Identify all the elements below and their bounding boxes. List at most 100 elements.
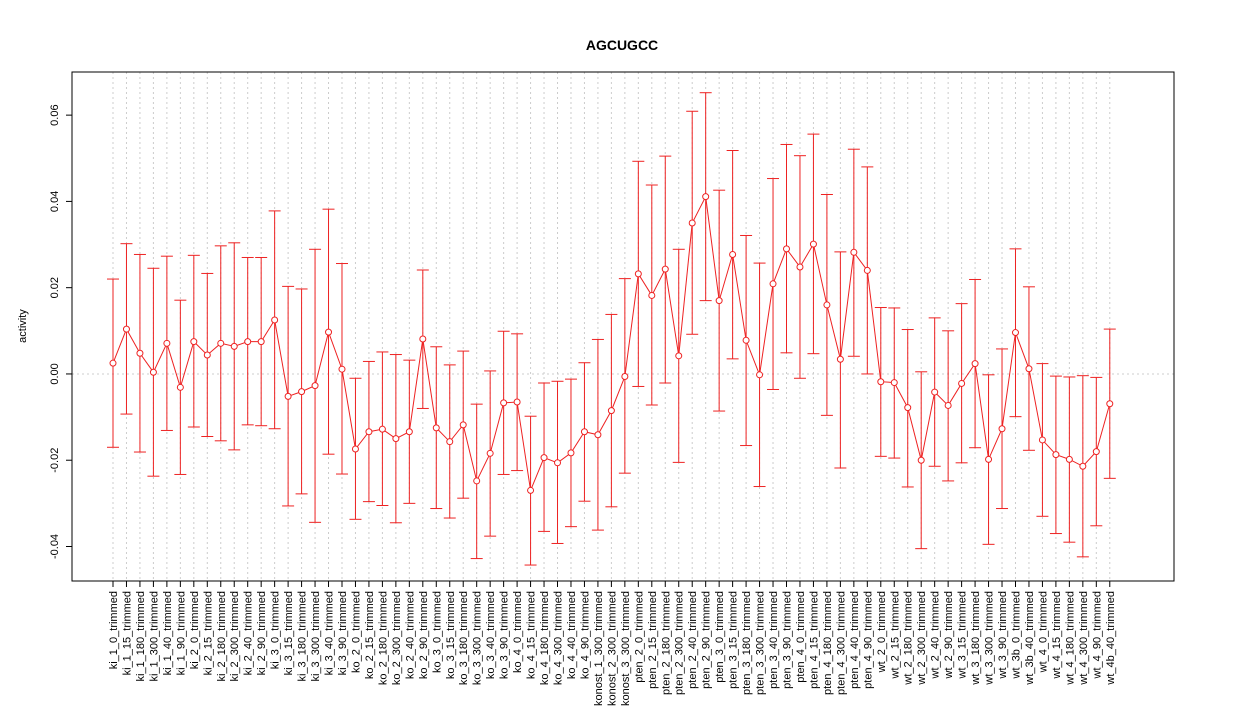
x-tick-label: ki_3_40_trimmed <box>324 591 336 675</box>
data-point <box>1106 400 1114 408</box>
x-tick-label: ko_3_180_trimmed <box>458 591 470 685</box>
data-point <box>351 445 359 453</box>
x-tick-label: wt_2_90_trimmed <box>943 591 955 679</box>
y-axis: -0.04 -0.02 0.00 0.02 0.04 0.06 <box>49 104 72 559</box>
plot-frame <box>71 71 1175 582</box>
data-point <box>998 425 1006 433</box>
data-point <box>809 240 817 248</box>
data-point <box>1052 451 1060 459</box>
x-tick-label: wt_3b_40_trimmed <box>1024 591 1036 686</box>
data-points <box>109 193 1114 494</box>
data-point <box>661 265 669 273</box>
data-point <box>594 431 602 439</box>
x-tick-label: pten_4_15_trimmed <box>808 591 820 689</box>
data-point <box>850 248 858 256</box>
data-point <box>904 404 912 412</box>
data-point <box>756 371 764 379</box>
x-tick-label: ko_4_40_trimmed <box>566 591 578 679</box>
data-point <box>419 335 427 343</box>
data-point <box>634 270 642 278</box>
x-tick-label: ko_2_180_trimmed <box>377 591 389 685</box>
data-point <box>446 438 454 446</box>
data-point <box>715 297 723 305</box>
data-point <box>244 338 252 346</box>
x-tick-label: wt_4_300_trimmed <box>1078 591 1090 686</box>
data-point <box>796 263 804 271</box>
x-tick-label: ki_1_90_trimmed <box>175 591 187 675</box>
x-tick-label: pten_3_180_trimmed <box>741 591 753 695</box>
x-tick-label: wt_2_0_trimmed <box>876 591 888 673</box>
data-point <box>432 424 440 432</box>
x-tick-label: ki_2_40_trimmed <box>243 591 255 675</box>
x-tick-label: pten_3_90_trimmed <box>782 591 794 689</box>
data-point <box>971 360 979 368</box>
data-point <box>958 379 966 387</box>
data-point <box>1011 329 1019 337</box>
data-point <box>405 428 413 436</box>
x-tick-label: ko_4_90_trimmed <box>579 591 591 679</box>
data-point <box>1025 365 1033 373</box>
x-tick-label: pten_4_180_trimmed <box>822 591 834 695</box>
x-tick-label: ki_3_300_trimmed <box>310 591 322 682</box>
x-axis: ki_1_0_trimmed ki_1_15_trimmed ki_1_180_tr… <box>108 581 1117 706</box>
data-point <box>836 355 844 363</box>
x-tick-label: wt_3_90_trimmed <box>997 591 1009 679</box>
data-point <box>1079 462 1087 470</box>
x-tick-label: pten_2_15_trimmed <box>647 591 659 689</box>
x-tick-label: ki_2_15_trimmed <box>202 591 214 675</box>
x-tick-label: wt_4_15_trimmed <box>1051 591 1063 679</box>
data-point <box>203 351 211 359</box>
x-tick-label: konost_1_300_trimmed <box>593 591 605 706</box>
data-point <box>513 398 521 406</box>
data-point <box>109 359 117 367</box>
data-point <box>742 336 750 344</box>
x-tick-label: wt_3_300_trimmed <box>984 591 996 686</box>
data-point <box>163 339 171 347</box>
x-tick-label: ko_3_90_trimmed <box>499 591 511 679</box>
x-tick-label: ki_1_15_trimmed <box>121 591 133 675</box>
data-point <box>365 428 373 436</box>
x-tick-label: pten_3_300_trimmed <box>755 591 767 695</box>
data-point <box>176 383 184 391</box>
x-tick-label: pten_3_40_trimmed <box>768 591 780 689</box>
x-tick-label: pten_4_300_trimmed <box>835 591 847 695</box>
data-point <box>190 338 198 346</box>
data-point <box>284 392 292 400</box>
data-point <box>500 399 508 407</box>
x-tick-label: wt_3_180_trimmed <box>970 591 982 686</box>
x-tick-label: pten_2_40_trimmed <box>687 591 699 689</box>
x-tick-label: pten_4_0_trimmed <box>795 591 807 683</box>
x-tick-label: ko_2_300_trimmed <box>391 591 403 685</box>
x-tick-label: ko_4_0_trimmed <box>512 591 524 673</box>
x-tick-label: ko_4_300_trimmed <box>553 591 565 685</box>
x-tick-label: pten_2_180_trimmed <box>660 591 672 695</box>
x-tick-label: pten_4_40_trimmed <box>849 591 861 689</box>
data-point <box>580 428 588 436</box>
x-tick-label: wt_2_180_trimmed <box>903 591 915 686</box>
data-point <box>554 459 562 467</box>
data-point <box>863 266 871 274</box>
x-tick-label: ki_1_0_trimmed <box>108 591 120 669</box>
x-tick-label: ki_3_180_trimmed <box>297 591 309 682</box>
x-tick-label: ko_4_15_trimmed <box>526 591 538 679</box>
data-point <box>378 425 386 433</box>
data-point <box>567 449 575 457</box>
data-point <box>917 456 925 464</box>
x-tick-label: wt_2_300_trimmed <box>916 591 928 686</box>
data-point <box>688 219 696 227</box>
data-point <box>823 301 831 309</box>
x-tick-label: pten_3_0_trimmed <box>714 591 726 683</box>
y-axis-label: activity <box>17 309 29 343</box>
data-point <box>325 328 333 336</box>
x-tick-label: ki_1_300_trimmed <box>148 591 160 682</box>
data-point <box>311 382 319 390</box>
x-tick-label: konost_3_300_trimmed <box>620 591 632 706</box>
y-tick-label: -0.02 <box>49 448 61 473</box>
x-tick-label: ki_3_15_trimmed <box>283 591 295 675</box>
x-tick-label: ki_3_0_trimmed <box>270 591 282 669</box>
x-tick-label: ki_2_90_trimmed <box>256 591 268 675</box>
data-point <box>890 379 898 387</box>
x-tick-label: wt_3_15_trimmed <box>957 591 969 679</box>
x-tick-label: wt_2_40_trimmed <box>930 591 942 679</box>
